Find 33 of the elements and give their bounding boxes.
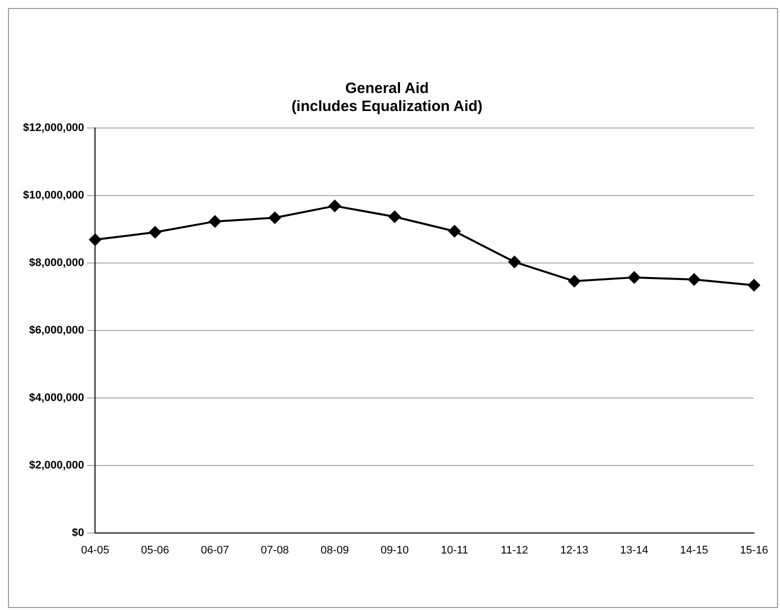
x-tick-label: 12-13 (560, 544, 588, 556)
x-tick-label: 11-12 (500, 544, 528, 556)
y-tick-label: $4,000,000 (29, 392, 84, 404)
y-tick-label: $6,000,000 (29, 324, 84, 336)
x-tick-label: 13-14 (620, 544, 648, 556)
y-tick-label: $2,000,000 (29, 459, 84, 472)
y-tick-label: $12,000,000 (23, 122, 84, 134)
point (508, 256, 520, 268)
point (149, 226, 162, 238)
point (388, 210, 401, 223)
x-tick-label: 06-07 (200, 544, 230, 556)
point (568, 275, 580, 288)
y-tick-label: $8,000,000 (29, 256, 84, 269)
text: General Aid (345, 80, 429, 98)
point (268, 212, 281, 224)
y-tick-label: $0 (72, 526, 84, 539)
y-tick-label: $10,000,000 (23, 190, 84, 202)
text: (includes Equalization Aid) (291, 98, 483, 116)
point (628, 271, 640, 284)
point (208, 215, 221, 228)
point (448, 225, 461, 238)
x-tick-label: 07-08 (260, 544, 289, 556)
x-tick-label: 14-15 (680, 544, 708, 556)
point (748, 279, 760, 292)
x-tick-label: 08-09 (320, 544, 349, 556)
x-tick-label: 15-16 (740, 544, 768, 556)
point (328, 200, 341, 212)
point (688, 273, 700, 286)
x-tick-label: 10-11 (440, 544, 468, 556)
x-tick-label: 04-05 (81, 544, 110, 556)
point (89, 234, 102, 246)
x-tick-label: 09-10 (380, 544, 409, 556)
x-tick-label: 05-06 (140, 544, 170, 556)
